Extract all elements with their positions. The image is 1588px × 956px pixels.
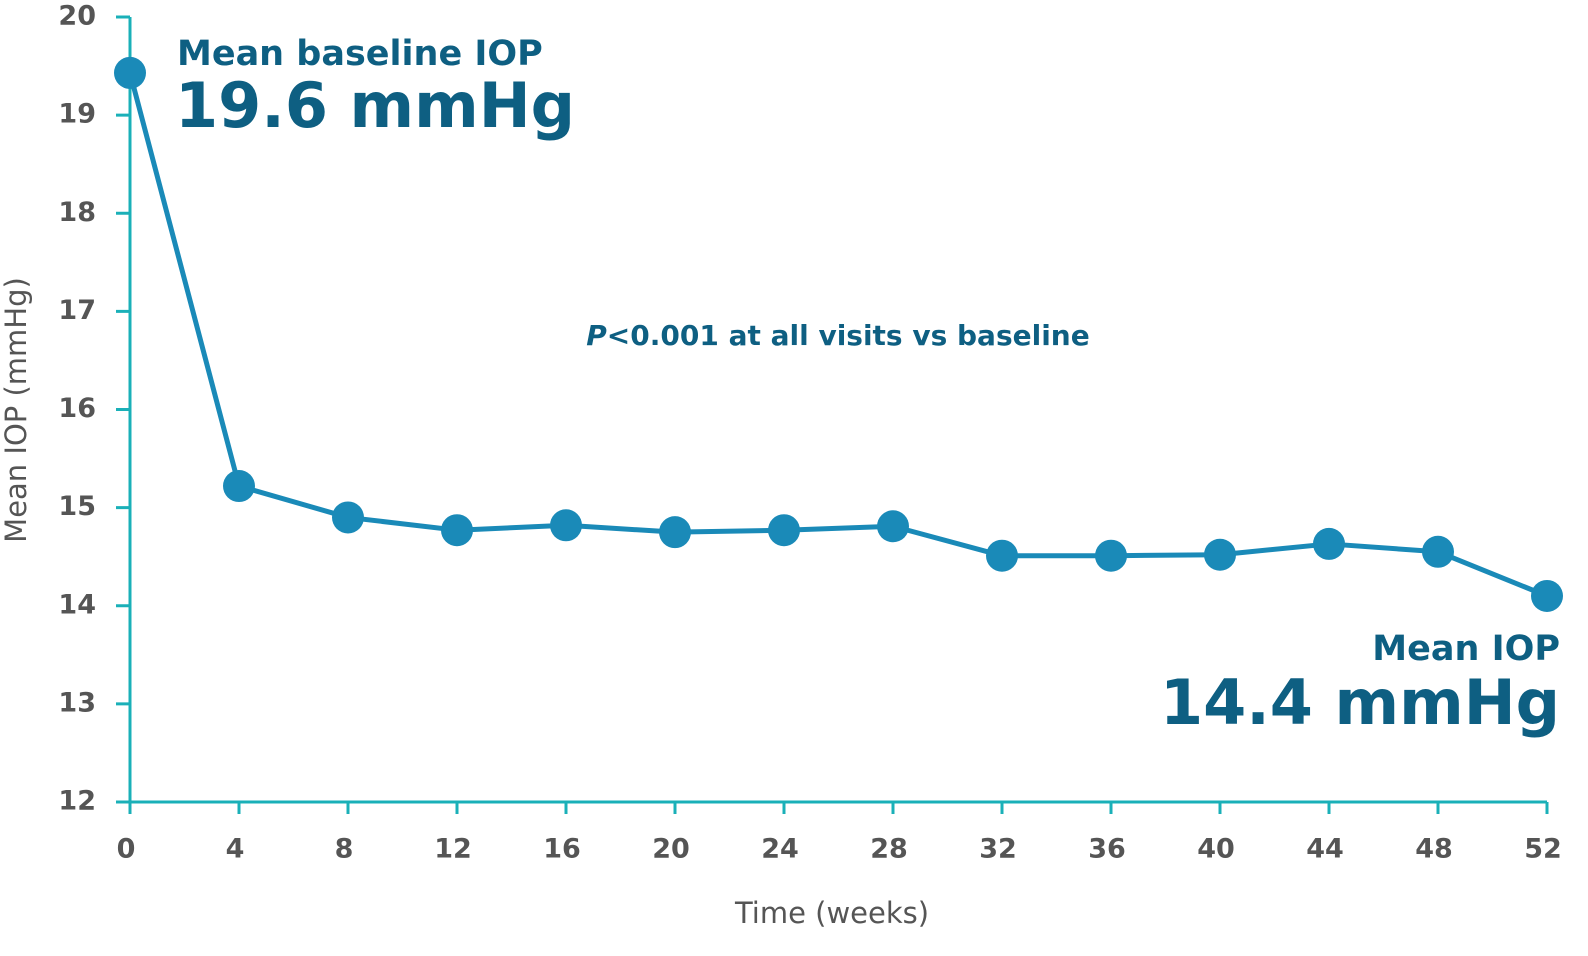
data-point [1204,538,1236,571]
series-line [127,72,1548,599]
baseline-title: Mean baseline IOP [177,34,543,74]
data-point [659,516,691,549]
x-tick-label: 28 [870,834,908,865]
baseline-value: 19.6 mmHg [175,69,575,142]
data-point [1313,527,1345,560]
data-point [441,514,473,547]
data-point [114,56,146,89]
x-tick-label: 4 [226,834,245,865]
x-tick-label: 0 [117,834,136,865]
significance-note: P<0.001 at all visits vs baseline [586,319,1089,352]
data-point [1095,539,1127,572]
y-tick-label: 18 [58,197,96,228]
final-value: 14.4 mmHg [1160,666,1560,739]
significance-text: <0.001 at all visits vs baseline [607,319,1090,352]
y-axis-title: Mean IOP (mmHg) [0,277,33,543]
y-tick-label: 17 [58,295,96,326]
y-tick-label: 16 [58,393,96,424]
x-tick-label: 32 [979,834,1017,865]
y-tick-label: 19 [58,99,96,130]
data-point [550,509,582,542]
x-tick-label: 48 [1415,834,1453,865]
y-tick-label: 13 [58,687,96,718]
x-axis-title: Time (weeks) [734,896,929,930]
x-tick-label: 20 [652,834,690,865]
x-tick-label: 36 [1088,834,1126,865]
x-tick-label: 44 [1306,834,1344,865]
y-tick-label: 12 [58,786,96,817]
x-tick-label: 52 [1524,834,1562,865]
x-tick-label: 40 [1197,834,1235,865]
data-point [223,470,255,503]
data-point [332,501,364,534]
data-point [1422,535,1454,568]
data-point [1531,579,1563,612]
x-tick-label: 24 [761,834,799,865]
final-title: Mean IOP [1372,629,1560,669]
x-tick-label: 16 [543,834,581,865]
y-tick-label: 14 [58,589,96,620]
data-point [877,510,909,543]
y-tick-label: 20 [58,1,96,32]
x-tick-label: 12 [434,834,472,865]
significance-p: P [586,319,607,352]
x-tick-label: 8 [335,834,354,865]
data-point [768,514,800,547]
data-point [986,539,1018,572]
y-tick-label: 15 [58,491,96,522]
